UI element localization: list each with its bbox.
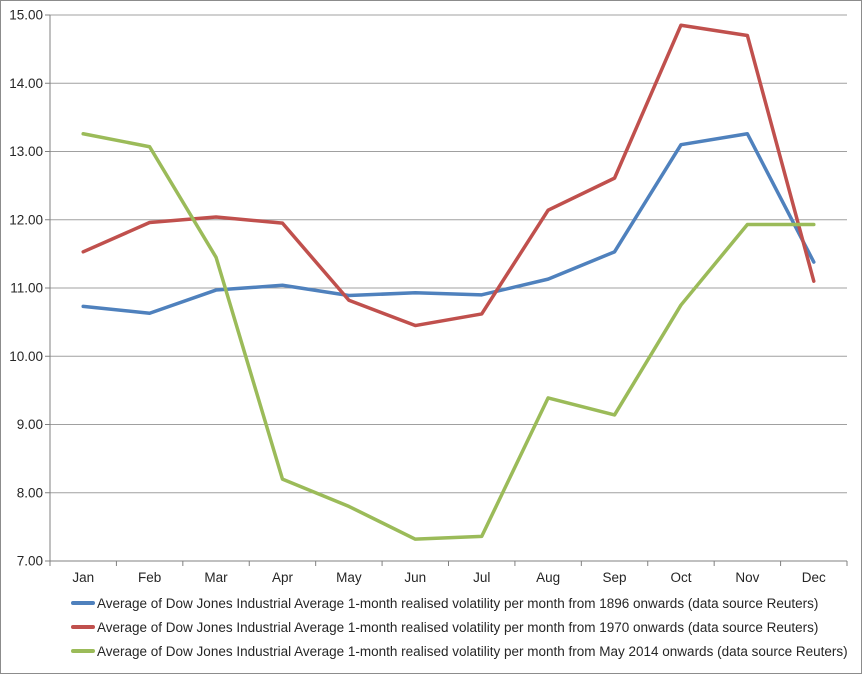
legend-line-sample-1970 (71, 625, 95, 629)
legend-item-may-2014: Average of Dow Jones Industrial Average … (71, 639, 848, 663)
legend-line-sample-may-2014 (71, 649, 95, 653)
x-axis-label: May (336, 570, 362, 585)
legend-label-may-2014: Average of Dow Jones Industrial Average … (97, 643, 848, 659)
x-axis-label: Jul (473, 570, 490, 585)
legend: Average of Dow Jones Industrial Average … (71, 591, 848, 663)
series-line-0 (81, 132, 816, 316)
series-line-2 (81, 132, 816, 541)
y-axis-label: 12.00 (9, 212, 43, 227)
series-line-1 (81, 23, 816, 328)
x-axis-label: Feb (138, 570, 161, 585)
x-axis-label: Jun (404, 570, 426, 585)
x-axis-label: Nov (735, 570, 759, 585)
x-axis-label: Jan (72, 570, 94, 585)
x-axis-label: Aug (536, 570, 560, 585)
x-axis-label: Apr (272, 570, 294, 585)
y-axis-label: 15.00 (9, 8, 43, 23)
legend-item-1896: Average of Dow Jones Industrial Average … (71, 591, 848, 615)
y-axis-label: 9.00 (17, 417, 43, 432)
legend-label-1896: Average of Dow Jones Industrial Average … (97, 595, 819, 611)
x-axis-label: Dec (802, 570, 826, 585)
y-axis-label: 13.00 (9, 144, 43, 159)
y-axis-label: 11.00 (10, 281, 43, 296)
legend-item-1970: Average of Dow Jones Industrial Average … (71, 615, 848, 639)
y-axis-label: 7.00 (17, 554, 43, 569)
x-axis-label: Sep (603, 570, 627, 585)
y-axis-label: 8.00 (17, 485, 43, 500)
legend-label-1970: Average of Dow Jones Industrial Average … (97, 619, 819, 635)
line-chart-plot: 15.00 14.00 13.00 12.00 11.00 10.00 9.00 8.00 7.… (9, 8, 848, 585)
legend-line-sample-1896 (71, 601, 95, 605)
y-axis-label: 10.00 (9, 349, 43, 364)
x-axis-label: Oct (670, 570, 691, 585)
y-axis-label: 14.00 (9, 76, 43, 91)
x-axis-label: Mar (204, 570, 228, 585)
